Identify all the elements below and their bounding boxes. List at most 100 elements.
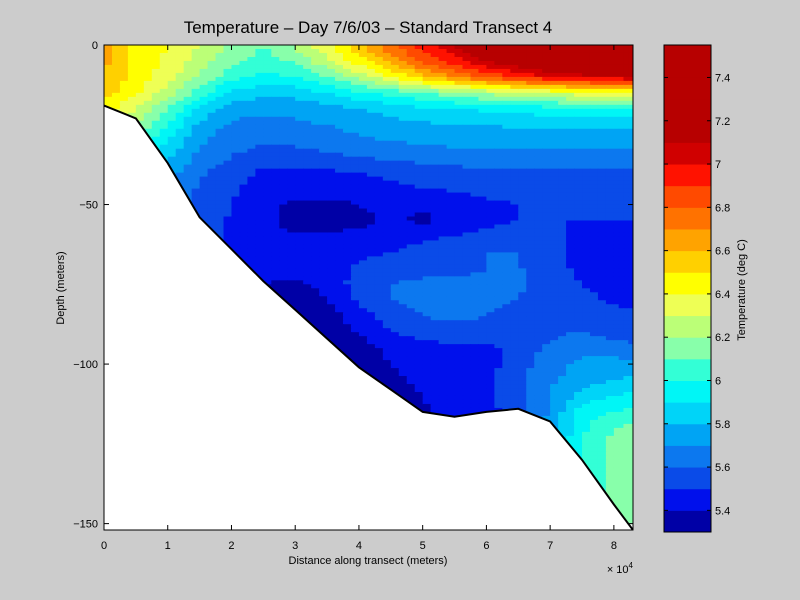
temperature-cell — [454, 45, 464, 50]
temperature-cell — [119, 52, 129, 58]
temperature-cell — [470, 124, 480, 130]
temperature-cell — [613, 45, 620, 50]
temperature-cell — [430, 132, 440, 138]
temperature-cell — [327, 140, 336, 146]
temperature-cell — [462, 260, 472, 265]
temperature-cell — [239, 248, 249, 253]
temperature-cell — [207, 180, 217, 186]
temperature-cell — [589, 156, 599, 162]
temperature-cell — [135, 45, 145, 50]
temperature-cell — [478, 76, 488, 82]
temperature-cell — [143, 76, 153, 82]
temperature-cell — [605, 204, 615, 210]
temperature-cell — [390, 232, 400, 238]
temperature-cell — [438, 268, 448, 273]
temperature-cell — [446, 196, 456, 202]
temperature-cell — [438, 320, 448, 325]
temperature-cell — [207, 56, 217, 62]
temperature-cell — [628, 296, 633, 301]
temperature-cell — [486, 112, 495, 118]
temperature-cell — [597, 160, 607, 166]
temperature-cell — [382, 76, 392, 82]
temperature-cell — [478, 148, 488, 154]
temperature-cell — [335, 316, 344, 321]
temperature-cell — [271, 288, 280, 293]
temperature-cell — [263, 160, 272, 166]
temperature-cell — [223, 72, 233, 78]
temperature-cell — [335, 276, 344, 281]
temperature-cell — [605, 184, 615, 190]
temperature-cell — [303, 308, 312, 313]
temperature-cell — [358, 260, 368, 265]
temperature-cell — [207, 48, 217, 54]
temperature-cell — [597, 232, 607, 238]
temperature-cell — [159, 140, 169, 146]
temperature-cell — [566, 232, 575, 238]
temperature-cell — [287, 104, 296, 110]
temperature-cell — [589, 52, 599, 58]
temperature-cell — [374, 132, 384, 138]
temperature-cell — [550, 184, 559, 190]
temperature-cell — [127, 60, 137, 66]
temperature-cell — [628, 288, 633, 293]
temperature-cell — [430, 316, 440, 321]
temperature-cell — [542, 196, 551, 202]
temperature-cell — [613, 164, 620, 170]
temperature-cell — [311, 132, 320, 138]
temperature-cell — [374, 260, 384, 265]
temperature-cell — [430, 196, 440, 202]
temperature-cell — [247, 144, 256, 150]
temperature-cell — [390, 236, 400, 242]
temperature-cell — [526, 248, 535, 253]
temperature-cell — [574, 216, 583, 222]
temperature-cell — [526, 264, 535, 269]
temperature-cell — [271, 220, 280, 226]
temperature-cell — [183, 188, 193, 194]
temperature-cell — [366, 256, 376, 261]
temperature-cell — [502, 280, 511, 285]
temperature-cell — [143, 84, 153, 90]
temperature-cell — [486, 84, 495, 90]
temperature-cell — [327, 52, 336, 58]
temperature-cell — [486, 140, 495, 146]
temperature-cell — [542, 56, 551, 62]
temperature-cell — [589, 68, 599, 74]
temperature-cell — [478, 112, 488, 118]
temperature-cell — [534, 272, 543, 277]
temperature-cell — [430, 268, 440, 273]
temperature-cell — [526, 168, 535, 174]
temperature-cell — [167, 156, 177, 162]
temperature-cell — [550, 244, 559, 250]
temperature-cell — [526, 160, 535, 166]
temperature-cell — [414, 88, 424, 94]
temperature-cell — [566, 164, 575, 170]
temperature-cell — [382, 152, 392, 158]
temperature-cell — [390, 156, 400, 162]
temperature-cell — [319, 188, 328, 194]
temperature-cell — [478, 240, 488, 246]
temperature-cell — [430, 256, 440, 261]
temperature-cell — [207, 148, 217, 154]
temperature-cell — [135, 88, 145, 94]
temperature-cell — [613, 160, 620, 166]
temperature-cell — [215, 184, 225, 190]
temperature-cell — [319, 160, 328, 166]
temperature-cell — [350, 284, 360, 289]
temperature-cell — [502, 68, 511, 74]
temperature-cell — [502, 200, 511, 206]
temperature-cell — [534, 192, 543, 198]
temperature-cell — [215, 144, 225, 150]
temperature-cell — [534, 288, 543, 293]
temperature-cell — [127, 112, 137, 118]
temperature-cell — [526, 124, 535, 130]
temperature-cell — [494, 220, 503, 226]
temperature-cell — [589, 276, 599, 281]
temperature-cell — [494, 232, 503, 238]
temperature-cell — [311, 160, 320, 166]
temperature-cell — [358, 324, 368, 329]
temperature-cell — [613, 204, 620, 210]
temperature-cell — [390, 212, 400, 218]
temperature-cell — [143, 52, 153, 58]
temperature-cell — [390, 52, 400, 58]
temperature-cell — [462, 232, 472, 238]
